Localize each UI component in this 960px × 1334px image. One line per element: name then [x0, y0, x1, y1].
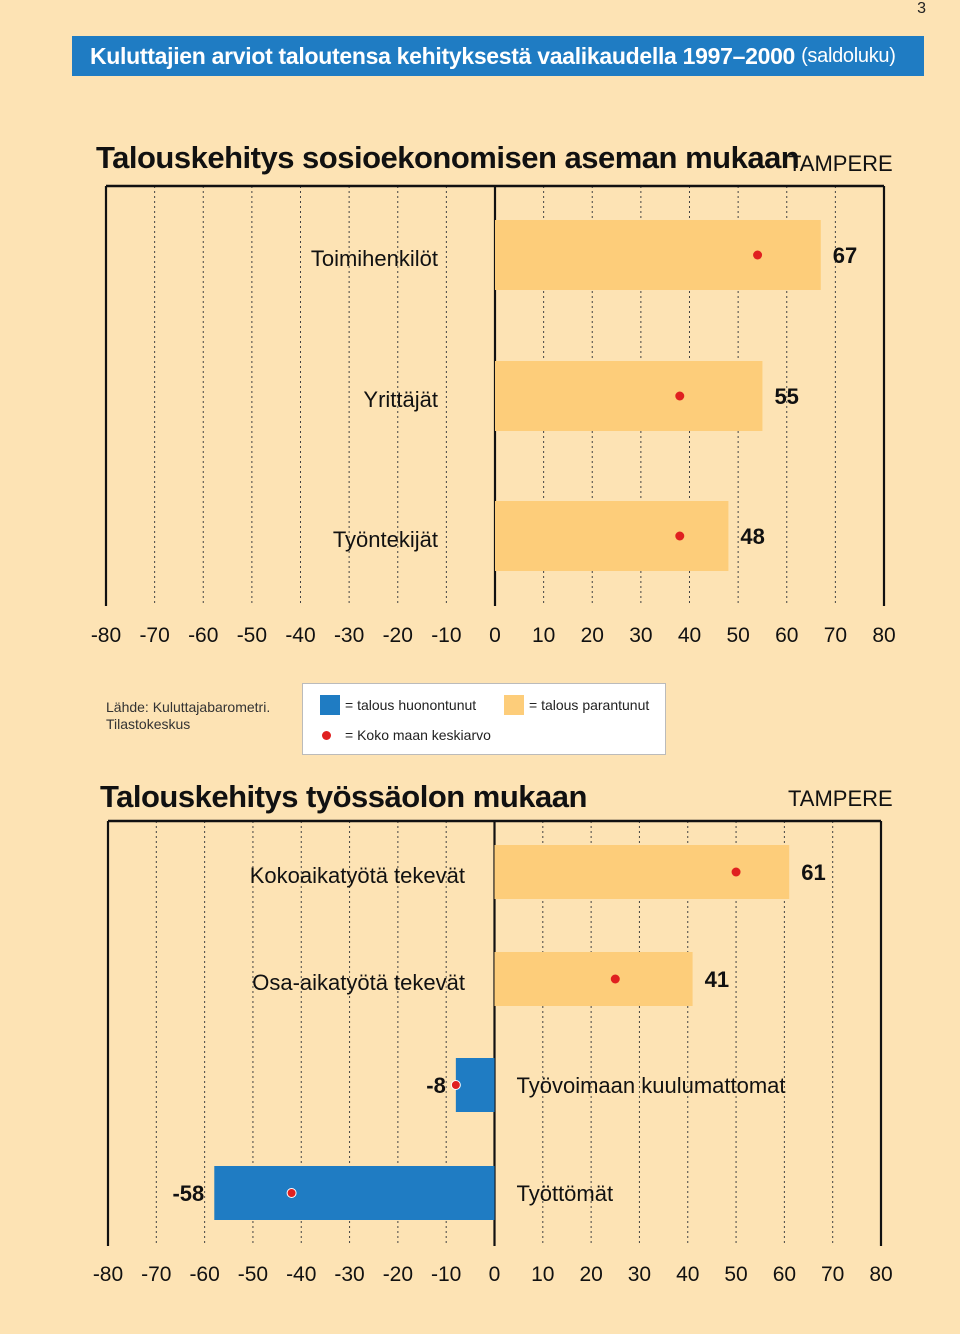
chart2-tick-label: -20: [383, 1263, 413, 1286]
chart1-tick-label: 0: [489, 624, 501, 647]
chart1-tick-label: 10: [532, 624, 555, 647]
chart1-tick-label: 70: [824, 624, 847, 647]
chart1-category-label: Yrittäjät: [363, 387, 438, 412]
chart2-tick-label: 80: [869, 1263, 892, 1286]
chart1: -80 -70 -60 -50 -40 -30 -20 -10 0 10 20 30 40 50 60 70 8…: [91, 184, 896, 647]
chart1-tick-label: -30: [334, 624, 364, 647]
chart1-tick-label: -80: [91, 624, 121, 647]
source-note: Lähde: Kuluttajabarometri. Tilastokeskus: [106, 699, 270, 733]
chart2-tick-label: 10: [531, 1263, 554, 1286]
legend-negative: = talous huonontunut: [320, 695, 476, 715]
page-number: 3: [917, 0, 926, 17]
chart1-category-label: Toimihenkilöt: [311, 246, 438, 271]
chart2-tick-label: 20: [579, 1263, 602, 1286]
chart1-value-label: 48: [740, 524, 764, 549]
chart2-bar: [455, 1058, 495, 1112]
legend-average-dot: [322, 730, 331, 740]
chart2-tick-label: -70: [141, 1263, 171, 1286]
legend-negative-label: = talous huonontunut: [345, 697, 477, 713]
chart1-tick-label: -60: [188, 624, 218, 647]
chart2-value-label: 41: [705, 967, 729, 992]
chart2-average-dot: [450, 1080, 461, 1090]
chart1-value-label: 67: [833, 243, 857, 268]
banner-unit: (saldoluku): [801, 44, 896, 67]
legend-negative-swatch: [320, 695, 340, 715]
legend-average: = Koko maan keskiarvo: [320, 727, 491, 743]
chart1-bar: [495, 220, 821, 290]
chart1-region: TAMPERE: [788, 151, 893, 176]
chart2-title: Talouskehitys työssäolon mukaan: [100, 779, 587, 814]
banner-title: Kuluttajien arviot taloutensa kehitykses…: [90, 42, 796, 69]
chart2-category-label: Kokoaikatyötä tekevät: [250, 863, 465, 888]
chart2-tick-label: -50: [238, 1263, 268, 1286]
legend-positive-label: = talous parantunut: [529, 697, 650, 713]
chart2-tick-label: 30: [628, 1263, 651, 1286]
chart1-tick-label: 20: [581, 624, 604, 647]
chart2-value-label: -8: [426, 1073, 446, 1098]
chart2-category-label: Osa-aikatyötä tekevät: [252, 970, 465, 995]
chart2-tick-label: 40: [676, 1263, 699, 1286]
chart1-average-dot: [675, 391, 685, 401]
chart1-tick-label: 30: [629, 624, 652, 647]
chart1-tick-label: 40: [678, 624, 701, 647]
chart1-tick-label: -50: [237, 624, 267, 647]
chart2-bar: [494, 952, 693, 1006]
chart2-bar: [494, 845, 790, 899]
chart1-tick-label: -20: [383, 624, 413, 647]
chart2-region: TAMPERE: [788, 786, 893, 811]
chart2-tick-label: -60: [189, 1263, 219, 1286]
legend-average-label: = Koko maan keskiarvo: [345, 727, 491, 743]
chart1-category-label: Työntekijät: [333, 527, 438, 552]
chart1-tick-label: -40: [285, 624, 315, 647]
chart2-average-dot: [731, 867, 741, 877]
chart1-tick-label: -10: [431, 624, 461, 647]
chart2-value-label: -58: [172, 1181, 204, 1206]
page-banner: Kuluttajien arviot taloutensa kehitykses…: [72, 36, 924, 76]
chart1-average-dot: [753, 250, 763, 260]
chart1-tick-label: -70: [139, 624, 169, 647]
chart1-average-dot: [675, 531, 685, 541]
source-line2: Tilastokeskus: [106, 716, 191, 732]
chart1-value-label: 55: [774, 384, 798, 409]
chart1-bar: [495, 501, 729, 571]
source-line1: Lähde: Kuluttajabarometri.: [106, 699, 271, 715]
chart2-bar: [214, 1166, 495, 1220]
chart2-tick-label: 0: [489, 1263, 501, 1286]
chart2-value-label: 61: [801, 860, 825, 885]
legend-positive-swatch: [504, 695, 524, 715]
chart2-tick-label: -80: [93, 1263, 123, 1286]
chart2-tick-label: 60: [773, 1263, 796, 1286]
chart1-bar: [495, 361, 763, 431]
legend: = talous huonontunut = talous parantunut…: [302, 683, 666, 755]
chart2-tick-label: -10: [431, 1263, 461, 1286]
chart2-average-dot: [286, 1188, 297, 1198]
chart2-category-label: Työttömät: [517, 1181, 614, 1206]
chart2-average-dot: [610, 974, 620, 984]
legend-positive: = talous parantunut: [504, 695, 649, 715]
chart1-title: Talouskehitys sosioekonomisen aseman muk…: [96, 140, 800, 175]
chart2-tick-label: 50: [724, 1263, 747, 1286]
chart1-tick-label: 50: [726, 624, 749, 647]
chart1-tick-label: 80: [872, 624, 895, 647]
chart2-category-label: Työvoimaan kuulumattomat: [517, 1073, 786, 1098]
chart2-tick-label: -30: [334, 1263, 364, 1286]
chart2-tick-label: 70: [821, 1263, 844, 1286]
chart1-tick-label: 60: [775, 624, 798, 647]
chart2-tick-label: -40: [286, 1263, 316, 1286]
